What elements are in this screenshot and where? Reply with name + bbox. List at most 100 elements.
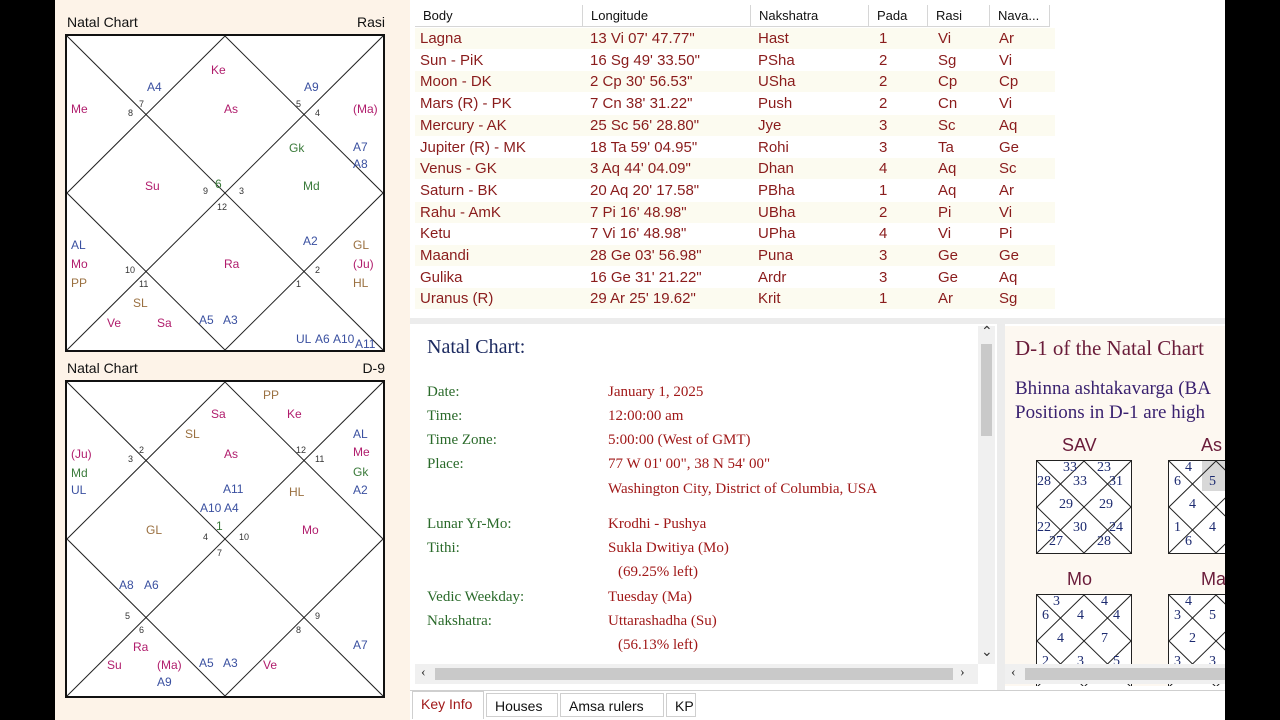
d9-placement-label[interactable]: Ve: [263, 658, 278, 672]
table-row[interactable]: Jupiter (R) - MK 18 Ta 59' 04.95" Rohi 3 Ta G…: [415, 137, 1055, 158]
rasi-placement-label[interactable]: A4: [147, 80, 162, 94]
rasi-placement-label[interactable]: A5: [199, 313, 214, 327]
table-row[interactable]: Gulika 16 Ge 31' 21.22" Ardr 3 Ge Aq: [415, 267, 1055, 288]
rasi-placement-label[interactable]: Sa: [157, 316, 172, 330]
d9-placement-label[interactable]: SL: [185, 427, 200, 441]
info-vscroll-thumb[interactable]: [981, 344, 992, 436]
rasi-placement-label[interactable]: Me: [71, 102, 88, 116]
rasi-placement-label[interactable]: Ve: [107, 316, 122, 330]
cell-navamsa: Vi: [999, 51, 1013, 69]
d9-placement-label[interactable]: Ke: [287, 407, 302, 421]
rasi-placement-label[interactable]: A8: [353, 157, 368, 171]
d9-placement-label[interactable]: A8: [119, 578, 134, 592]
table-row[interactable]: Venus - GK 3 Aq 44' 04.09" Dhan 4 Aq Sc: [415, 158, 1055, 180]
rasi-placement-label[interactable]: Mo: [71, 257, 88, 271]
tab-key-info[interactable]: Key Info: [412, 691, 484, 719]
d9-placement-label[interactable]: A6: [144, 578, 159, 592]
d9-placement-label[interactable]: 1: [216, 519, 223, 533]
tab-amsa-rulers[interactable]: Amsa rulers: [560, 693, 664, 717]
rasi-placement-label[interactable]: SL: [133, 296, 148, 310]
rasi-placement-label[interactable]: Ke: [211, 63, 226, 77]
rasi-placement-label[interactable]: Ra: [224, 257, 240, 271]
tab-kp[interactable]: KP: [666, 693, 696, 717]
scroll-down-arrow-icon[interactable]: ⌄: [981, 645, 993, 660]
d9-placement-label[interactable]: A10: [200, 501, 222, 515]
rasi-placement-label[interactable]: (Ma): [353, 102, 378, 116]
col-header-body[interactable]: Body: [415, 5, 583, 27]
sav-chart[interactable]: 33 23 28 33 31 29 29 22 30 24 27 28: [1036, 460, 1132, 554]
rasi-placement-label[interactable]: As: [224, 102, 239, 116]
table-row[interactable]: Sun - PiK 16 Sg 49' 33.50" PSha 2 Sg Vi: [415, 50, 1055, 71]
rasi-placement-label[interactable]: A10: [333, 332, 355, 346]
rasi-placement-label[interactable]: A11: [355, 337, 376, 351]
rasi-placement-label[interactable]: A7: [353, 140, 368, 154]
table-row[interactable]: Uranus (R) 29 Ar 25' 19.62" Krit 1 Ar Sg: [415, 288, 1055, 310]
d9-placement-label[interactable]: GL: [146, 523, 163, 537]
table-row[interactable]: Moon - DK 2 Cp 30' 56.53" USha 2 Cp Cp: [415, 71, 1055, 93]
pane-splitter[interactable]: [997, 324, 1005, 690]
col-header-longitude[interactable]: Longitude: [583, 5, 751, 27]
rasi-placement-label[interactable]: A3: [223, 313, 238, 327]
col-header-nakshatra[interactable]: Nakshatra: [751, 5, 869, 27]
rasi-placement-label[interactable]: Gk: [289, 141, 305, 155]
info-hscroll-thumb[interactable]: [435, 668, 953, 680]
rasi-placement-label[interactable]: UL: [296, 332, 312, 346]
d9-placement-label[interactable]: HL: [289, 485, 305, 499]
d1-scroll-left-arrow-icon[interactable]: ‹: [1011, 665, 1016, 680]
info-horizontal-scrollbar[interactable]: ‹ ›: [415, 664, 978, 684]
col-header-navamsa[interactable]: Nava...: [990, 5, 1050, 27]
d9-placement-label[interactable]: Mo: [302, 523, 319, 537]
rasi-placement-label[interactable]: GL: [353, 238, 370, 252]
scroll-right-arrow-icon[interactable]: ›: [960, 665, 965, 680]
d9-placement-label[interactable]: A9: [157, 675, 172, 689]
rasi-placement-label[interactable]: 6: [215, 177, 222, 191]
tab-houses[interactable]: Houses: [486, 693, 558, 717]
d9-placement-label[interactable]: Su: [107, 658, 122, 672]
d1-horizontal-scrollbar[interactable]: ‹: [1005, 664, 1225, 684]
d9-placement-label[interactable]: Me: [353, 445, 370, 459]
table-row[interactable]: Rahu - AmK 7 Pi 16' 48.98" UBha 2 Pi Vi: [415, 201, 1055, 223]
d9-placement-label[interactable]: Sa: [211, 407, 226, 421]
d9-placement-label[interactable]: A3: [223, 656, 238, 670]
d9-placement-label[interactable]: PP: [263, 388, 280, 402]
cell-pada: 2: [879, 73, 888, 91]
as-chart[interactable]: 4 6 5 4 1 4 6: [1168, 460, 1225, 554]
rasi-placement-label[interactable]: HL: [353, 276, 369, 290]
col-header-rasi[interactable]: Rasi: [928, 5, 990, 27]
d9-placement-label[interactable]: (Ju): [71, 447, 92, 461]
d9-placement-label[interactable]: (Ma): [157, 658, 182, 672]
d9-placement-label[interactable]: AL: [353, 427, 368, 441]
rasi-placement-label[interactable]: (Ju): [353, 257, 374, 271]
table-row[interactable]: Lagna 13 Vi 07' 47.77" Hast 1 Vi Ar: [415, 28, 1055, 49]
scroll-up-arrow-icon[interactable]: ⌃: [981, 325, 993, 340]
col-header-pada[interactable]: Pada: [869, 5, 928, 27]
rasi-placement-label[interactable]: Su: [145, 179, 160, 193]
info-vertical-scrollbar[interactable]: ⌃ ⌄: [978, 325, 995, 664]
d9-placement-label[interactable]: A7: [353, 638, 368, 652]
d9-placement-label[interactable]: Md: [71, 466, 88, 480]
scroll-left-arrow-icon[interactable]: ‹: [421, 665, 426, 680]
table-row[interactable]: Maandi 28 Ge 03' 56.98" Puna 3 Ge Ge: [415, 245, 1055, 266]
rasi-placement-label[interactable]: PP: [71, 276, 88, 290]
d9-placement-label[interactable]: Gk: [353, 465, 369, 479]
table-divider[interactable]: [410, 318, 1225, 324]
d1-hscroll-thumb[interactable]: [1025, 668, 1225, 680]
table-row[interactable]: Ketu 7 Vi 16' 48.98" UPha 4 Vi Pi: [415, 223, 1055, 244]
rasi-placement-label[interactable]: A2: [303, 234, 318, 248]
d9-placement-label[interactable]: A4: [224, 501, 239, 515]
rasi-placement-label[interactable]: A6: [315, 332, 330, 346]
d9-placement-label[interactable]: As: [224, 447, 239, 461]
table-row[interactable]: Mars (R) - PK 7 Cn 38' 31.22" Push 2 Cn Vi: [415, 93, 1055, 114]
rasi-placement-label[interactable]: Md: [303, 179, 320, 193]
rasi-placement-label[interactable]: AL: [71, 238, 86, 252]
d9-placement-label[interactable]: A11: [223, 482, 244, 496]
rasi-placement-label[interactable]: A9: [304, 80, 319, 94]
d9-placement-label[interactable]: A5: [199, 656, 214, 670]
d9-placement-label[interactable]: A2: [353, 483, 368, 497]
d9-placement-label[interactable]: UL: [71, 483, 87, 497]
table-row[interactable]: Saturn - BK 20 Aq 20' 17.58" PBha 1 Aq Ar: [415, 180, 1055, 201]
d9-placement-label[interactable]: Ra: [133, 640, 149, 654]
d9-chart[interactable]: PP Sa Ke SL As AL (Ju) Me Md Gk UL A2 A11 HL A10 A4 GL 1 M…: [65, 380, 385, 698]
rasi-chart[interactable]: Me A4 Ke As A9 (Ma) Gk A7 A8 Su 6 Md AL Mo PP A2 GL (Ju) H…: [65, 34, 385, 352]
table-row[interactable]: Mercury - AK 25 Sc 56' 28.80" Jye 3 Sc Aq: [415, 114, 1055, 136]
